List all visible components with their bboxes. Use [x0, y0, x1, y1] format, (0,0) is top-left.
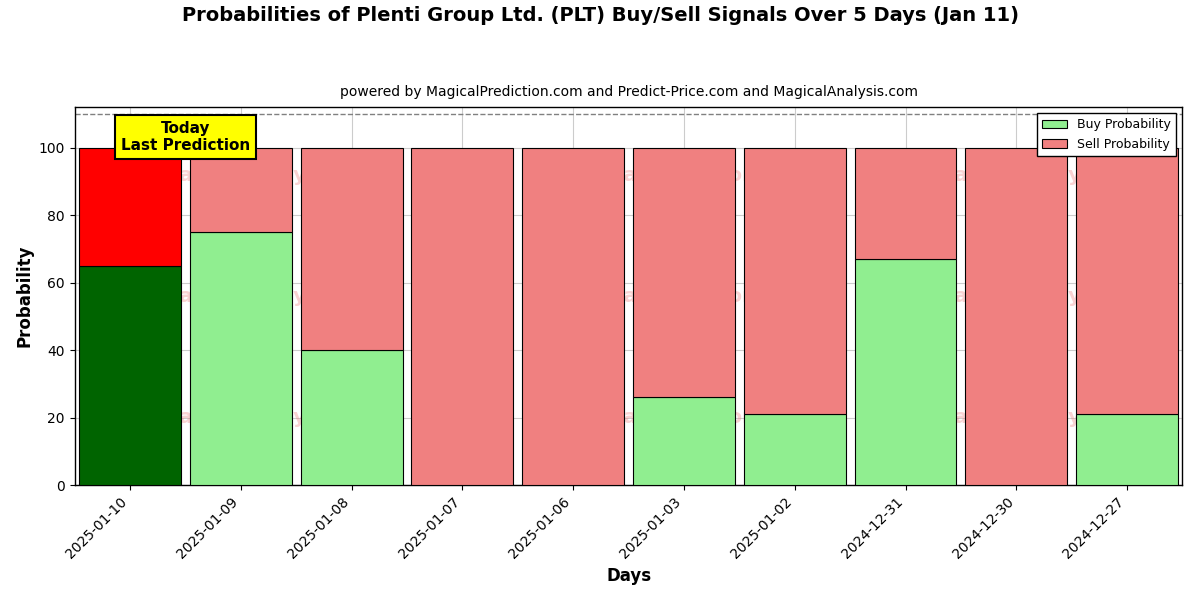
- Title: powered by MagicalPrediction.com and Predict-Price.com and MagicalAnalysis.com: powered by MagicalPrediction.com and Pre…: [340, 85, 918, 99]
- Bar: [854, 259, 956, 485]
- Bar: [1076, 415, 1178, 485]
- Bar: [965, 148, 1067, 485]
- Bar: [190, 232, 292, 485]
- Legend: Buy Probability, Sell Probability: Buy Probability, Sell Probability: [1037, 113, 1176, 155]
- Text: MagicalAnalysis.com: MagicalAnalysis.com: [936, 287, 1164, 305]
- Text: MagicalAnalysis.com: MagicalAnalysis.com: [160, 166, 388, 185]
- Bar: [1076, 148, 1178, 415]
- Bar: [79, 266, 181, 485]
- Text: MagicalAnalysis.com: MagicalAnalysis.com: [936, 166, 1164, 185]
- Bar: [632, 148, 734, 397]
- Y-axis label: Probability: Probability: [16, 245, 34, 347]
- Bar: [744, 148, 846, 415]
- Bar: [744, 415, 846, 485]
- Bar: [301, 350, 402, 485]
- Bar: [190, 148, 292, 232]
- Bar: [522, 148, 624, 485]
- Text: MagicalPrediction.com: MagicalPrediction.com: [559, 166, 809, 185]
- Bar: [632, 397, 734, 485]
- Bar: [79, 148, 181, 266]
- Text: MagicalAnalysis.com: MagicalAnalysis.com: [160, 287, 388, 305]
- Bar: [412, 148, 514, 485]
- Bar: [854, 148, 956, 259]
- Text: MagicalPrediction.com: MagicalPrediction.com: [559, 407, 809, 427]
- Text: Probabilities of Plenti Group Ltd. (PLT) Buy/Sell Signals Over 5 Days (Jan 11): Probabilities of Plenti Group Ltd. (PLT)…: [181, 6, 1019, 25]
- X-axis label: Days: Days: [606, 567, 652, 585]
- Text: MagicalAnalysis.com: MagicalAnalysis.com: [936, 407, 1164, 427]
- Text: MagicalAnalysis.com: MagicalAnalysis.com: [160, 407, 388, 427]
- Text: Today
Last Prediction: Today Last Prediction: [121, 121, 250, 153]
- Bar: [301, 148, 402, 350]
- Text: MagicalPrediction.com: MagicalPrediction.com: [559, 287, 809, 305]
